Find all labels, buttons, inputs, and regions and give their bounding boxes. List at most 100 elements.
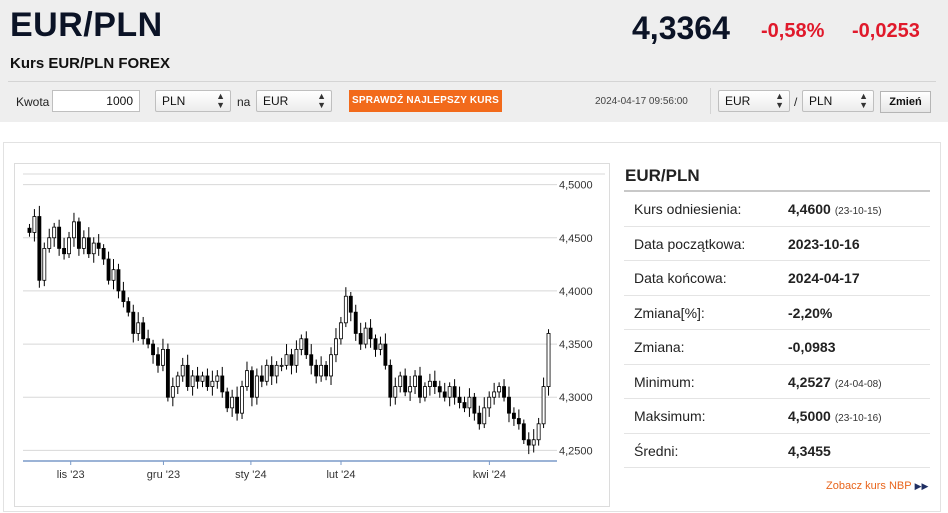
timestamp: 2024-04-17 09:56:00 (595, 96, 688, 107)
stats-value: -2,20% (788, 305, 836, 321)
candle-body (42, 248, 47, 281)
quote-currency-select[interactable]: PLN ▲ ▼ (802, 90, 874, 112)
page-subtitle: Kurs EUR/PLN FOREX (10, 55, 171, 72)
candle-body (220, 375, 225, 393)
stats-label: Średni: (634, 442, 679, 459)
candle-body (516, 418, 521, 425)
candle-body (141, 322, 146, 340)
candle-body (472, 396, 477, 414)
change-absolute: -0,0253 (852, 20, 920, 42)
y-axis-labels: 4,5000 4,4500 4,4000 4,3500 4,3000 4,2500 (559, 180, 593, 458)
select-arrows-icon: ▲ ▼ (317, 91, 326, 110)
candle-body (170, 386, 175, 398)
change-pair-button[interactable]: Zmień (880, 91, 931, 113)
candle-body (477, 412, 482, 425)
stats-row: Średni: 4,3455 (624, 434, 930, 468)
stats-value: 2024-04-17 (788, 270, 864, 286)
y-tick-label: 4,3000 (559, 392, 593, 404)
candle-body (180, 364, 185, 377)
candle-body (284, 354, 289, 366)
chart-canvas: 4,5000 4,4500 4,4000 4,3500 4,3000 4,2500 lis… (23, 173, 605, 481)
candle-body (457, 396, 462, 403)
stats-date: (23-10-16) (834, 413, 882, 424)
candle-body (161, 348, 165, 366)
change-percent: -0,58% (761, 20, 825, 42)
candle-body (76, 221, 81, 249)
x-tick-label: sty '24 (235, 469, 266, 481)
candle-body (442, 391, 447, 398)
candle-body (304, 338, 309, 356)
candle-body (131, 311, 136, 334)
candle-body (497, 386, 502, 393)
candle-body (165, 348, 170, 398)
stats-row: Kurs odniesienia: 4,4600 (23-10-15) (624, 192, 930, 227)
candle-body (492, 391, 497, 398)
from-currency-value: PLN (162, 94, 186, 108)
amount-input[interactable] (52, 90, 140, 112)
candle-body (324, 364, 329, 377)
stats-panel: EUR/PLN Kurs odniesienia: 4,4600 (23-10-15… (624, 161, 930, 468)
candle-body (378, 343, 383, 350)
price-chart[interactable]: 4,5000 4,4500 4,4000 4,3500 4,3000 4,2500 lis… (14, 163, 610, 507)
best-rate-button[interactable]: SPRAWDŹ NAJLEPSZY KURS (349, 90, 502, 112)
candle-body (418, 375, 422, 398)
candle-body (245, 370, 249, 387)
candle-body (116, 269, 121, 292)
candle-body (32, 216, 37, 233)
candle-body (526, 439, 531, 446)
x-axis-labels: lis '23 gru '23 sty '24 lut '24 kwi '24 (57, 469, 506, 481)
candle-body (353, 311, 358, 334)
stats-rows: Kurs odniesienia: 4,4600 (23-10-15) Data po… (624, 192, 930, 468)
candle-body (309, 354, 314, 366)
candle-body (259, 375, 264, 382)
candle-body (106, 258, 111, 281)
candle-body (205, 375, 210, 387)
candle-body (432, 380, 437, 387)
nbp-link-label: Zobacz kurs NBP (826, 480, 912, 492)
amount-label: Kwota (16, 95, 50, 109)
candle-body (521, 423, 526, 441)
quote-currency-value: PLN (809, 94, 833, 108)
candle-body (91, 242, 96, 255)
candle-body (507, 396, 511, 414)
from-currency-select[interactable]: PLN ▲ ▼ (155, 90, 231, 112)
candle-body (81, 237, 86, 249)
y-tick-label: 4,3500 (559, 339, 593, 351)
candle-body (210, 380, 215, 387)
candle-body (294, 348, 299, 366)
candle-body (334, 338, 338, 356)
stats-label: Zmiana[%]: (634, 304, 705, 321)
stats-row: Minimum: 4,2527 (24-04-08) (624, 365, 930, 399)
candle-body (62, 248, 67, 255)
candle-body (423, 386, 427, 398)
select-arrows-icon: ▲ ▼ (216, 91, 225, 110)
candle-body (403, 375, 408, 393)
candle-body (52, 226, 57, 239)
candle-body (329, 354, 333, 377)
x-tick-label: lis '23 (57, 469, 85, 481)
x-tick-label: kwi '24 (473, 469, 506, 481)
stats-row: Zmiana[%]: -2,20% (624, 296, 930, 330)
candle-body (240, 386, 244, 414)
stats-row: Data końcowa: 2024-04-17 (624, 261, 930, 296)
candle-body (299, 338, 304, 350)
candle-body (398, 375, 403, 387)
candle-body (482, 407, 487, 425)
nbp-rate-link[interactable]: Zobacz kurs NBP ▶▶ (826, 480, 928, 492)
stats-label: Data początkowa: (634, 235, 746, 252)
stats-value: 4,5000 (23-10-16) (788, 408, 882, 424)
pair-slash: / (794, 95, 798, 109)
stats-value-text: 4,4600 (788, 201, 831, 217)
header-divider (8, 81, 936, 82)
base-currency-select[interactable]: EUR ▲ ▼ (718, 90, 790, 112)
candle-body (348, 295, 353, 313)
stats-label: Maksimum: (634, 408, 706, 424)
candle-body (111, 269, 116, 281)
candle-body (368, 327, 373, 340)
candle-body (121, 290, 126, 302)
candle-body (358, 333, 363, 345)
stats-label: Data końcowa: (634, 270, 727, 286)
to-currency-select[interactable]: EUR ▲ ▼ (256, 90, 332, 112)
stats-label: Kurs odniesienia: (634, 201, 742, 217)
select-arrows-icon: ▲ ▼ (859, 91, 868, 110)
